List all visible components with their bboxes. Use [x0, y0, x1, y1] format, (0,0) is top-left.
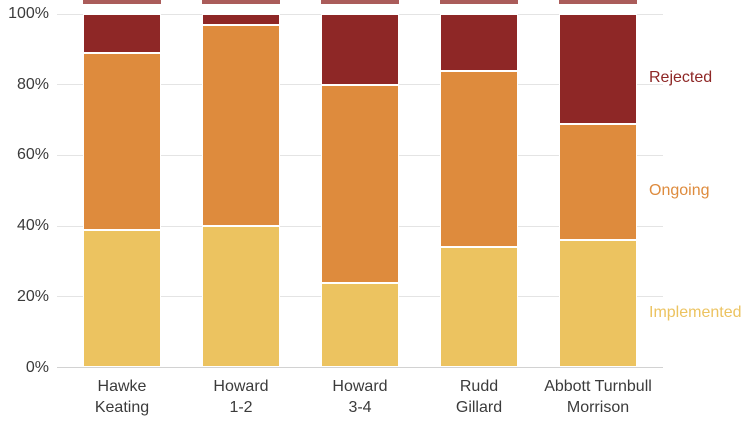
legend-label-ongoing: Ongoing [649, 182, 710, 200]
y-axis-tick-80: 80% [16, 75, 49, 93]
legend-label-rejected: Rejected [649, 69, 713, 87]
bar-segment-howard-1-2-ongoing [202, 24, 280, 227]
x-axis-label-rudd-gillard: Rudd Gillard [394, 376, 564, 418]
y-axis-tick-100: 100% [8, 5, 49, 22]
x-axis-label-line: Hawke [97, 378, 147, 395]
x-axis-label-line: Gillard [455, 399, 503, 416]
cropped-bar-remnant [440, 0, 518, 4]
bar-segment-howard-1-2-rejected [202, 14, 280, 25]
bar-segment-abbott-turnbull-morrison-ongoing [559, 123, 637, 241]
x-axis-label-line: 1-2 [229, 399, 253, 416]
x-axis-label-abbott-turnbull-morrison: Abbott Turnbull Morrison [513, 376, 683, 418]
x-axis-label-line: Howard [332, 378, 388, 395]
x-axis-label-line: Rudd [459, 378, 499, 395]
bar-segment-howard-3-4-implemented [321, 282, 399, 368]
bar-segment-abbott-turnbull-morrison-rejected [559, 14, 637, 124]
bar-segment-rudd-gillard-ongoing [440, 70, 518, 248]
x-axis-label-howard-3-4: Howard 3-4 [275, 376, 445, 418]
x-axis-label-line: 3-4 [348, 399, 372, 416]
x-axis-label-line: Keating [94, 399, 150, 416]
bar-segment-howard-1-2-implemented [202, 226, 280, 368]
x-axis-label-howard-1-2: Howard 1-2 [156, 376, 326, 418]
bar-segment-hawke-keating-implemented [83, 229, 161, 368]
x-axis-label-line: Morrison [566, 399, 630, 416]
y-axis-tick-40: 40% [16, 217, 49, 235]
bar-segment-rudd-gillard-implemented [440, 247, 518, 368]
cropped-bar-remnant [559, 0, 637, 4]
x-axis-label-hawke-keating: Hawke Keating [37, 376, 207, 418]
y-axis-tick-20: 20% [16, 287, 49, 305]
x-axis-label-line: Howard [213, 378, 269, 395]
cropped-bar-remnant [83, 0, 161, 4]
cropped-bar-remnant [202, 0, 280, 4]
bar-segment-howard-3-4-ongoing [321, 84, 399, 283]
bar-segment-abbott-turnbull-morrison-implemented [559, 240, 637, 368]
bar-segment-hawke-keating-rejected [83, 14, 161, 53]
cropped-bar-remnant [321, 0, 399, 4]
y-axis-tick-0: 0% [25, 358, 49, 376]
y-axis-tick-60: 60% [16, 146, 49, 164]
bar-segment-hawke-keating-ongoing [83, 52, 161, 230]
legend-label-implemented: Implemented [649, 304, 742, 322]
bar-segment-rudd-gillard-rejected [440, 14, 518, 71]
x-axis-label-line: Abbott Turnbull [544, 378, 652, 395]
bar-segment-howard-3-4-rejected [321, 14, 399, 85]
